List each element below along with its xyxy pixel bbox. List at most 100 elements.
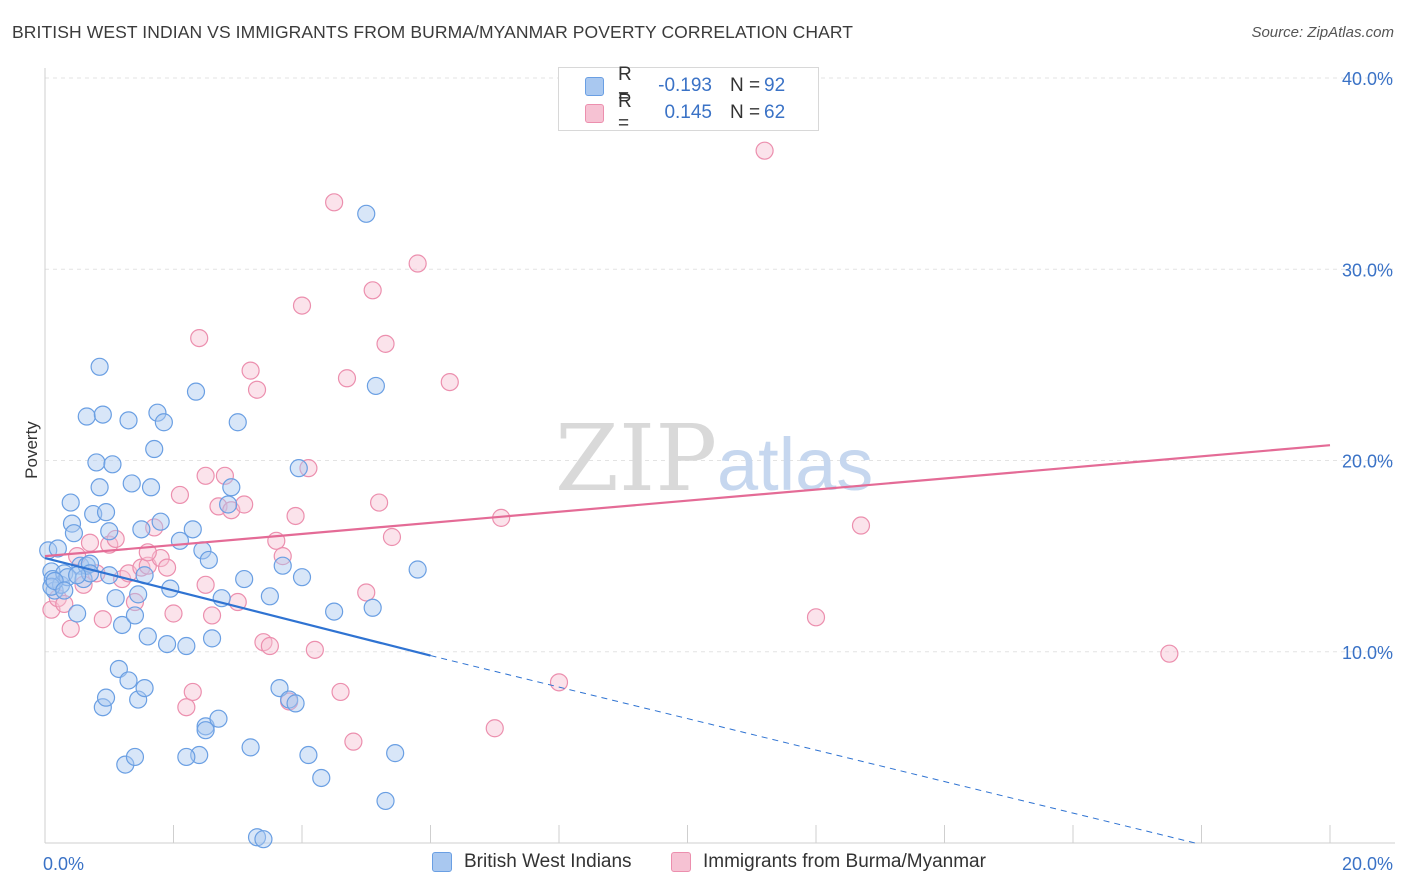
data-point xyxy=(61,619,80,638)
data-point xyxy=(325,602,344,621)
data-point xyxy=(68,604,87,623)
data-point xyxy=(209,709,228,728)
data-point xyxy=(806,608,826,627)
data-point xyxy=(119,671,138,690)
data-point xyxy=(260,587,279,606)
watermark-atlas: atlas xyxy=(717,423,873,506)
data-point xyxy=(363,598,382,617)
data-point xyxy=(141,478,161,497)
data-point xyxy=(135,678,154,698)
data-point xyxy=(87,453,106,472)
data-point xyxy=(100,522,119,541)
data-point xyxy=(325,193,344,212)
data-point xyxy=(292,568,312,587)
series-legend: British West Indians Immigrants from Bur… xyxy=(0,851,1406,877)
data-point xyxy=(312,768,331,788)
data-point xyxy=(376,791,395,811)
legend-swatch-pink xyxy=(671,852,691,872)
data-point xyxy=(129,585,148,604)
data-point xyxy=(370,493,389,512)
data-point xyxy=(177,698,196,717)
n-label: N = xyxy=(730,75,761,96)
x-tick-label: 20.0% xyxy=(1342,854,1393,874)
data-point xyxy=(289,459,308,478)
data-point xyxy=(215,466,234,485)
stats-row-bwi: R = -0.193 N = 92 xyxy=(585,64,785,107)
data-point xyxy=(357,583,376,602)
data-point xyxy=(408,560,427,579)
y-axis-label: Poverty xyxy=(22,421,41,479)
data-point xyxy=(254,830,273,849)
data-point xyxy=(148,403,167,422)
r-label: R = xyxy=(618,64,632,107)
n-value: 62 xyxy=(764,102,786,123)
data-point xyxy=(382,527,402,547)
data-point xyxy=(196,575,215,594)
watermark: ZIP atlas xyxy=(555,405,873,512)
legend-item-bwi[interactable]: British West Indians xyxy=(432,851,632,873)
data-point xyxy=(77,407,96,426)
data-point xyxy=(64,524,84,543)
data-point xyxy=(235,569,254,589)
legend-swatch-blue xyxy=(585,76,604,96)
trend-line-bwi-extension xyxy=(430,655,1196,844)
data-point xyxy=(386,744,405,763)
data-point xyxy=(151,512,170,531)
data-point xyxy=(851,516,871,535)
data-point xyxy=(112,615,132,635)
data-point xyxy=(286,506,305,526)
data-point xyxy=(241,361,260,380)
data-point xyxy=(186,382,206,401)
data-point xyxy=(177,636,196,656)
data-point xyxy=(80,533,100,552)
data-point xyxy=(247,380,267,399)
data-point xyxy=(132,520,151,539)
data-point xyxy=(183,520,202,539)
data-point xyxy=(219,495,238,514)
data-point xyxy=(183,682,202,702)
data-point xyxy=(286,694,305,713)
data-point xyxy=(129,690,148,709)
data-point xyxy=(222,478,241,497)
data-point xyxy=(164,604,183,623)
data-point xyxy=(273,547,292,566)
x-tick-label: 0.0% xyxy=(43,854,84,874)
data-point xyxy=(199,550,218,570)
data-point xyxy=(235,495,254,514)
data-point xyxy=(196,721,215,740)
data-point xyxy=(177,747,196,767)
y-tick-label: 40.0% xyxy=(1342,69,1393,89)
legend-swatch-pink xyxy=(585,103,604,123)
data-point xyxy=(299,745,318,765)
tick-labels: 10.0% 20.0% 30.0% 40.0% 0.0% 20.0% xyxy=(43,69,1393,874)
data-point xyxy=(440,372,459,392)
data-point xyxy=(190,329,209,348)
data-point xyxy=(116,755,135,774)
data-point xyxy=(366,376,385,396)
data-point xyxy=(408,254,427,273)
data-point xyxy=(61,493,80,512)
data-point xyxy=(549,673,569,692)
data-point xyxy=(337,369,357,388)
data-point xyxy=(157,634,177,654)
data-point xyxy=(68,566,87,585)
data-point xyxy=(74,575,93,594)
data-point xyxy=(55,594,74,614)
data-point xyxy=(55,581,74,600)
legend-item-burma[interactable]: Immigrants from Burma/Myanmar xyxy=(671,851,986,873)
data-point xyxy=(145,439,164,459)
legend-label-bwi: British West Indians xyxy=(464,851,632,872)
data-point xyxy=(485,719,504,738)
data-point xyxy=(45,571,64,591)
data-point xyxy=(357,204,376,223)
data-point xyxy=(292,296,312,315)
stats-legend: R = -0.193 N = 92 R = 0.145 N = 62 xyxy=(558,64,819,134)
data-point xyxy=(299,459,318,478)
n-label: N = xyxy=(730,102,761,123)
legend-swatch-blue xyxy=(432,852,452,872)
stats-row-burma: R = 0.145 N = 62 xyxy=(585,91,786,134)
data-point xyxy=(93,610,112,629)
watermark-zip: ZIP xyxy=(555,405,717,512)
data-point xyxy=(154,413,173,432)
